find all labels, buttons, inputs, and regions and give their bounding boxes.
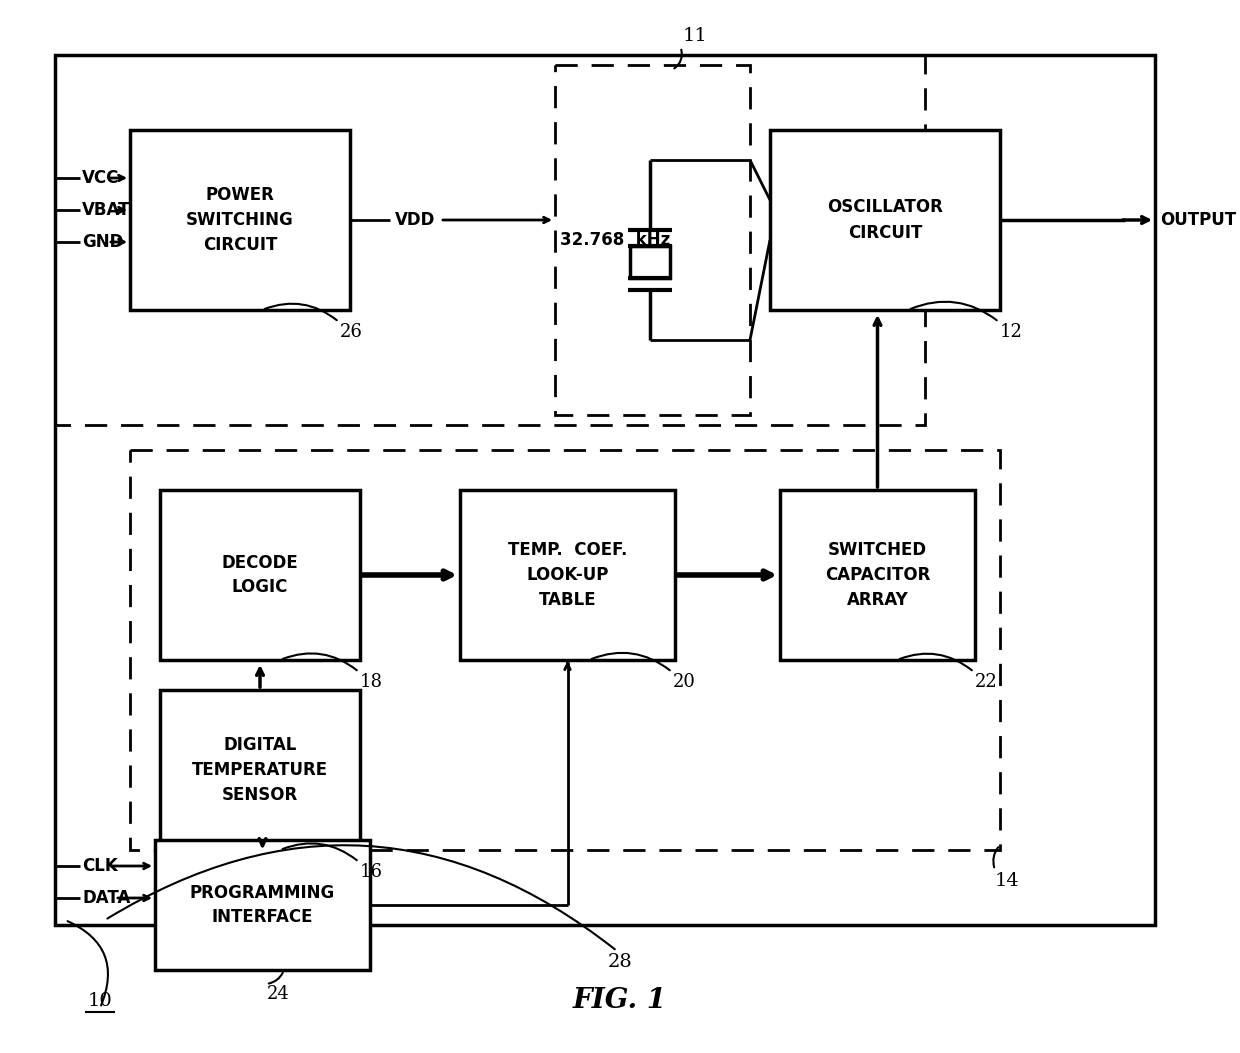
Text: CLK: CLK xyxy=(82,857,118,875)
Text: VCC: VCC xyxy=(82,168,119,187)
Bar xyxy=(55,55,1154,925)
Text: 20: 20 xyxy=(673,673,696,691)
Bar xyxy=(460,490,675,660)
Text: OSCILLATOR
CIRCUIT: OSCILLATOR CIRCUIT xyxy=(827,199,942,241)
Text: OUTPUT: OUTPUT xyxy=(1159,211,1236,229)
Text: 14: 14 xyxy=(994,872,1019,890)
Bar xyxy=(155,840,370,970)
Bar xyxy=(780,490,975,660)
Text: PROGRAMMING
INTERFACE: PROGRAMMING INTERFACE xyxy=(190,883,335,927)
Text: 32.768  kHz: 32.768 kHz xyxy=(560,231,671,249)
Text: 28: 28 xyxy=(608,953,632,971)
Bar xyxy=(130,130,350,310)
Text: DIGITAL
TEMPERATURE
SENSOR: DIGITAL TEMPERATURE SENSOR xyxy=(192,736,329,804)
Text: 26: 26 xyxy=(340,323,363,341)
Text: SWITCHED
CAPACITOR
ARRAY: SWITCHED CAPACITOR ARRAY xyxy=(825,541,930,609)
Bar xyxy=(130,450,999,850)
Text: POWER
SWITCHING
CIRCUIT: POWER SWITCHING CIRCUIT xyxy=(186,186,294,254)
Text: DATA: DATA xyxy=(82,889,130,907)
Bar xyxy=(55,55,925,425)
Text: FIG. 1: FIG. 1 xyxy=(573,987,667,1013)
Text: GND: GND xyxy=(82,233,123,251)
Text: DECODE
LOGIC: DECODE LOGIC xyxy=(222,554,299,596)
Bar xyxy=(160,490,360,660)
Text: 18: 18 xyxy=(360,673,383,691)
Text: 10: 10 xyxy=(88,992,113,1010)
Text: VBAT: VBAT xyxy=(82,201,130,219)
Bar xyxy=(770,130,999,310)
Text: 24: 24 xyxy=(267,985,290,1004)
Text: TEMP.  COEF.
LOOK-UP
TABLE: TEMP. COEF. LOOK-UP TABLE xyxy=(508,541,627,609)
Text: 22: 22 xyxy=(975,673,998,691)
Bar xyxy=(556,65,750,415)
Bar xyxy=(630,246,670,278)
Text: 11: 11 xyxy=(682,27,707,45)
Text: VDD: VDD xyxy=(396,211,435,229)
Text: 16: 16 xyxy=(360,863,383,881)
Text: 12: 12 xyxy=(999,323,1023,341)
Bar xyxy=(160,690,360,850)
